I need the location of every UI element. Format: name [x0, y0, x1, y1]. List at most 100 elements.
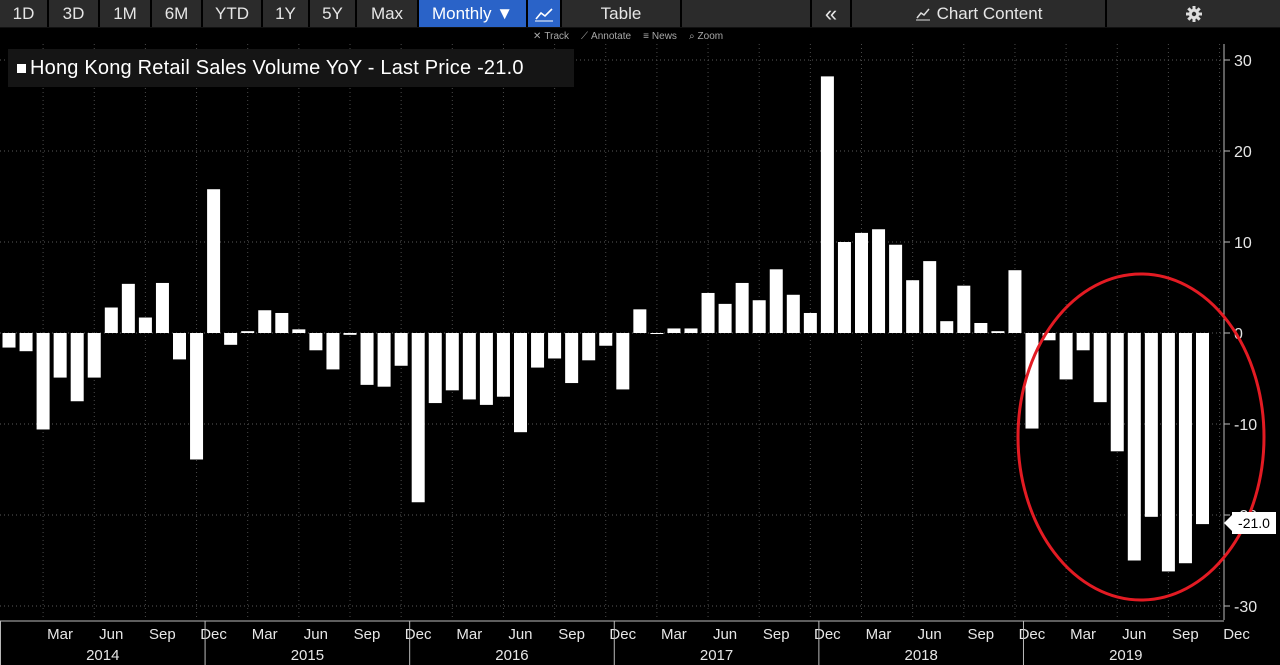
- last-value-tag: -21.0: [1224, 512, 1276, 534]
- bar: [684, 328, 698, 333]
- bar: [173, 333, 186, 360]
- annotate-tool[interactable]: ⟋ Annotate: [581, 31, 631, 42]
- bar: [803, 312, 817, 333]
- news-label: News: [651, 30, 677, 42]
- bar: [360, 333, 374, 385]
- bar: [377, 333, 391, 387]
- chart-content-icon: [915, 8, 930, 20]
- bar: [70, 333, 84, 402]
- bar: [224, 333, 238, 345]
- range-1y-button[interactable]: 1Y: [263, 0, 310, 27]
- collapse-button[interactable]: «: [812, 0, 852, 27]
- bar: [2, 333, 16, 348]
- bar: [190, 333, 204, 460]
- bar-series: [2, 76, 1209, 572]
- settings-button[interactable]: [1107, 0, 1280, 27]
- x-tick-label: Mar: [866, 626, 892, 643]
- bar: [1076, 333, 1090, 351]
- track-label: Track: [544, 30, 570, 42]
- gear-icon: [1185, 5, 1202, 22]
- x-tick-label: Sep: [149, 626, 176, 643]
- chart-content-button[interactable]: Chart Content: [852, 0, 1107, 27]
- bar: [616, 333, 630, 390]
- bar: [837, 242, 851, 333]
- bar: [701, 292, 715, 333]
- legend: Hong Kong Retail Sales Volume YoY - Last…: [8, 49, 574, 87]
- annotate-icon: ⟋: [581, 30, 589, 42]
- track-icon: ✕: [533, 30, 542, 42]
- toolbar: 1D 3D 1M 6M YTD 1Y 5Y Max Monthly ▼ Tabl…: [0, 0, 1280, 28]
- range-3d-button[interactable]: 3D: [49, 0, 100, 27]
- x-tick-label: Sep: [354, 626, 381, 643]
- frequency-dropdown[interactable]: Monthly ▼: [419, 0, 528, 27]
- bar: [786, 294, 800, 333]
- bar: [258, 310, 272, 333]
- bar: [445, 333, 459, 391]
- bar: [667, 328, 681, 333]
- bar: [1059, 333, 1073, 380]
- bar: [974, 322, 988, 333]
- bar: [292, 329, 306, 333]
- track-tool[interactable]: ✕ Track: [533, 31, 569, 42]
- x-tick-label: Sep: [763, 626, 790, 643]
- bar: [923, 261, 937, 333]
- bar: [599, 333, 613, 346]
- bar: [940, 321, 954, 333]
- year-label: 2015: [291, 647, 324, 664]
- bar: [991, 331, 1005, 333]
- x-tick-label: Dec: [814, 626, 841, 643]
- bar: [36, 333, 50, 430]
- range-1m-button[interactable]: 1M: [100, 0, 152, 27]
- x-tick-label: Jun: [918, 626, 942, 643]
- bar: [906, 280, 920, 333]
- bar: [752, 300, 766, 333]
- bar: [514, 333, 527, 433]
- y-tick-label: 10: [1234, 235, 1252, 252]
- range-ytd-button[interactable]: YTD: [203, 0, 263, 27]
- bar: [104, 307, 118, 333]
- year-label: 2018: [904, 647, 937, 664]
- bar: [1196, 333, 1209, 525]
- bar: [309, 333, 323, 351]
- zoom-tool[interactable]: ⌕ Zoom: [689, 31, 723, 42]
- bar: [548, 333, 562, 359]
- x-tick-label: Mar: [456, 626, 482, 643]
- bar: [1178, 333, 1192, 564]
- bar: [889, 244, 903, 333]
- bar: [155, 282, 169, 333]
- range-5y-button[interactable]: 5Y: [310, 0, 357, 27]
- year-label: 2016: [495, 647, 528, 664]
- bar: [496, 333, 510, 397]
- bar: [650, 333, 664, 334]
- bar: [394, 333, 408, 366]
- y-tick-label: 20: [1234, 144, 1252, 161]
- bar: [565, 333, 579, 384]
- x-tick-label: Sep: [1172, 626, 1199, 643]
- x-tick-label: Mar: [47, 626, 73, 643]
- bar: [241, 331, 255, 333]
- chart-content-label: Chart Content: [936, 3, 1043, 23]
- bar: [19, 333, 33, 352]
- x-tick-label: Dec: [609, 626, 636, 643]
- chart-type-button[interactable]: [528, 0, 562, 27]
- line-chart-icon: [535, 7, 553, 21]
- x-tick-label: Mar: [1070, 626, 1096, 643]
- bar: [735, 282, 749, 333]
- table-button[interactable]: Table: [562, 0, 682, 27]
- x-tick-label: Jun: [1122, 626, 1146, 643]
- range-1d-button[interactable]: 1D: [0, 0, 49, 27]
- toolbar-spacer: [682, 0, 812, 27]
- bar: [1110, 333, 1124, 452]
- x-tick-label: Dec: [1223, 626, 1250, 643]
- range-6m-button[interactable]: 6M: [152, 0, 203, 27]
- bar: [121, 283, 135, 333]
- bar: [820, 76, 834, 333]
- bar: [582, 333, 596, 361]
- zoom-label: Zoom: [697, 30, 724, 42]
- bar: [1127, 333, 1141, 561]
- news-tool[interactable]: ≡ News: [643, 31, 677, 42]
- bar: [411, 333, 425, 503]
- range-max-button[interactable]: Max: [357, 0, 419, 27]
- bar: [326, 333, 340, 370]
